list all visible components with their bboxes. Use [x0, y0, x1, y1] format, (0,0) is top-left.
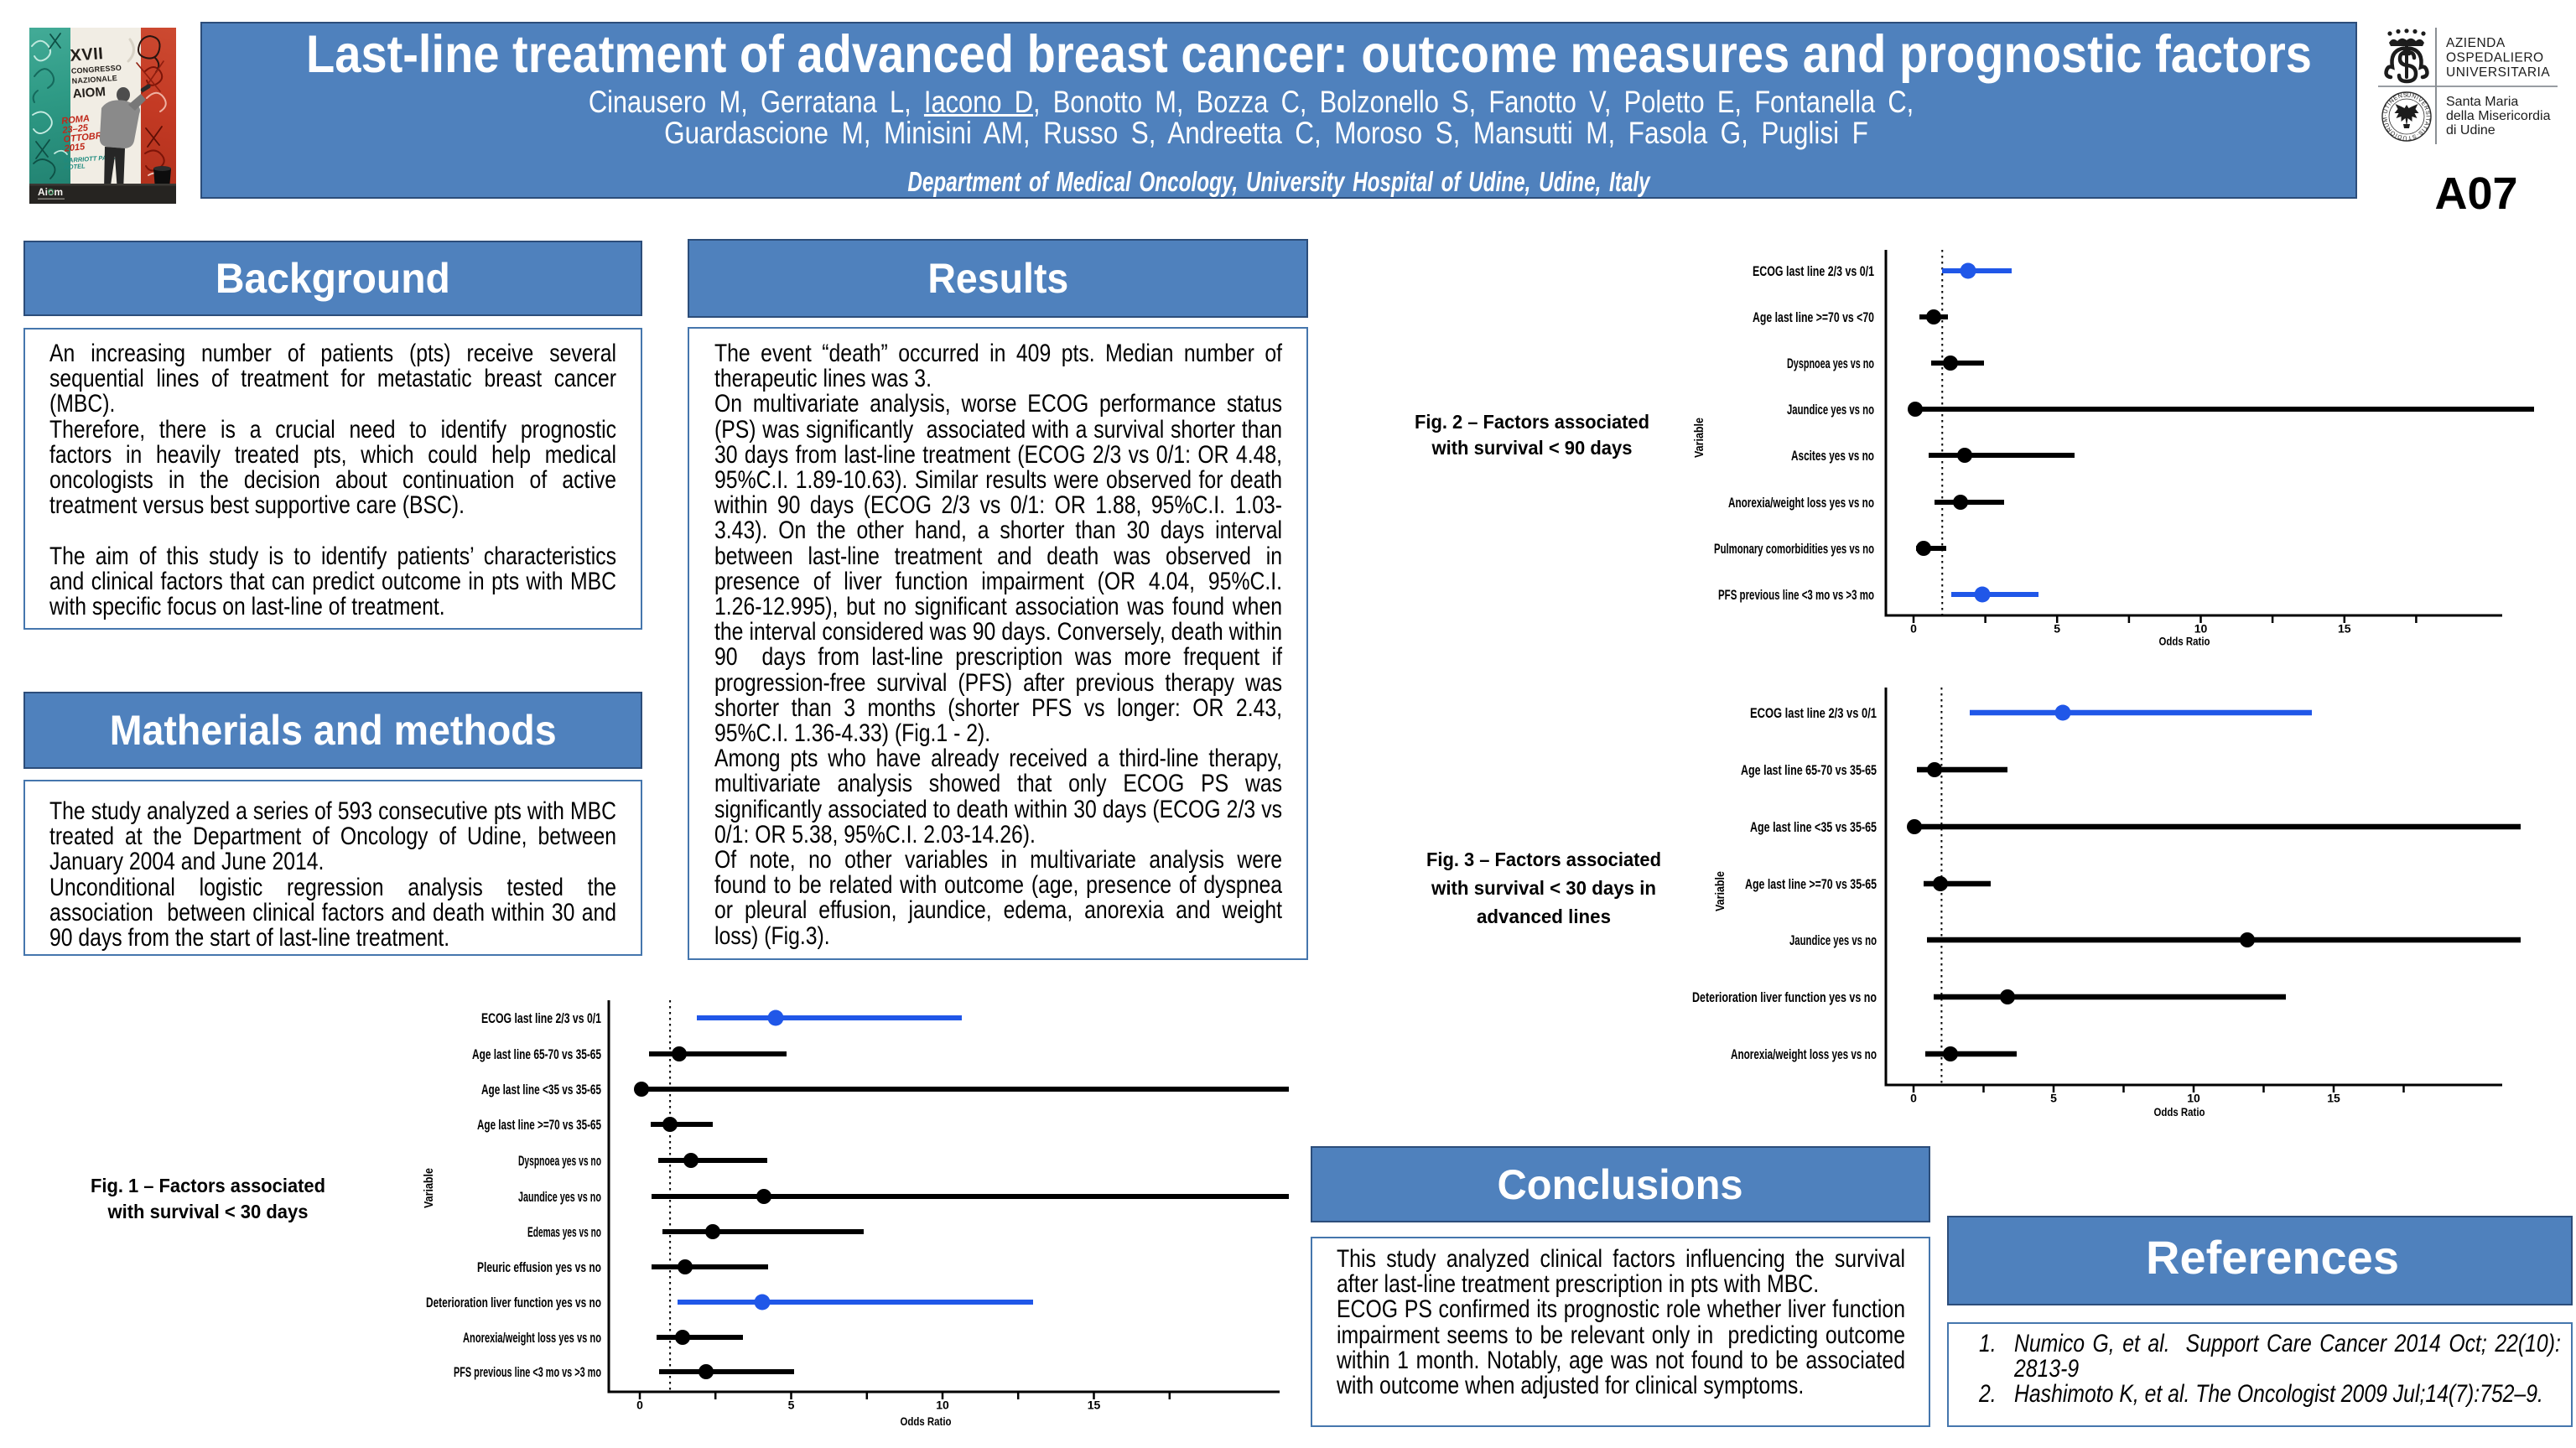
- svg-text:Jaundice yes vs no: Jaundice yes vs no: [1789, 933, 1877, 948]
- svg-text:with survival < 90 days: with survival < 90 days: [1431, 437, 1633, 459]
- svg-text:Fig. 2 – Factors associated: Fig. 2 – Factors associated: [1415, 411, 1649, 433]
- svg-text:Age last line <35 vs 35-65: Age last line <35 vs 35-65: [481, 1082, 601, 1098]
- svg-text:OSPEDALIERO: OSPEDALIERO: [2446, 51, 2544, 65]
- svg-text:Anorexia/weight loss yes vs no: Anorexia/weight loss yes vs no: [1731, 1047, 1877, 1062]
- svg-text:AZIENDA: AZIENDA: [2446, 36, 2506, 50]
- svg-text:della Misericordia: della Misericordia: [2446, 109, 2551, 123]
- svg-text:Fig. 1 – Factors associated: Fig. 1 – Factors associated: [91, 1175, 325, 1196]
- svg-text:0: 0: [636, 1399, 643, 1412]
- svg-text:ECOG last line 2/3 vs 0/1: ECOG last line 2/3 vs 0/1: [481, 1011, 601, 1026]
- svg-text:PFS previous line <3 mo vs >3: PFS previous line <3 mo vs >3 mo: [454, 1365, 601, 1380]
- svg-text:Odds Ratio: Odds Ratio: [2159, 636, 2210, 648]
- svg-text:Age last line >=70 vs <70: Age last line >=70 vs <70: [1753, 310, 1874, 325]
- svg-text:Variable: Variable: [422, 1168, 436, 1208]
- svg-text:15: 15: [2338, 622, 2351, 636]
- svg-text:5: 5: [788, 1399, 795, 1412]
- svg-text:Dyspnoea yes vs no: Dyspnoea yes vs no: [1787, 356, 1874, 371]
- svg-text:Deterioration liver function y: Deterioration liver function yes vs no: [1692, 990, 1877, 1005]
- svg-text:Variable: Variable: [1713, 871, 1727, 911]
- svg-text:Aiom: Aiom: [38, 186, 63, 198]
- svg-text:ECOG last line 2/3 vs 0/1: ECOG last line 2/3 vs 0/1: [1750, 706, 1877, 721]
- svg-text:Jaundice yes vs no: Jaundice yes vs no: [518, 1190, 601, 1205]
- svg-text:UNIVERSITARIA: UNIVERSITARIA: [2446, 65, 2550, 80]
- svg-text:10: 10: [2194, 622, 2208, 636]
- svg-text:A07: A07: [2434, 169, 2517, 219]
- svg-text:with survival < 30 days: with survival < 30 days: [107, 1201, 309, 1222]
- svg-text:Age last line 65-70 vs 35-65: Age last line 65-70 vs 35-65: [1741, 763, 1877, 778]
- svg-text:advanced lines: advanced lines: [1477, 906, 1611, 927]
- svg-text:Dyspnoea yes vs no: Dyspnoea yes vs no: [518, 1154, 601, 1169]
- svg-text:Age last line <35 vs 35-65: Age last line <35 vs 35-65: [1750, 820, 1877, 835]
- svg-text:Age last line >=70 vs 35-65: Age last line >=70 vs 35-65: [1745, 877, 1877, 892]
- svg-text:ECOG last line 2/3 vs 0/1: ECOG last line 2/3 vs 0/1: [1753, 264, 1874, 279]
- svg-text:Santa Maria: Santa Maria: [2446, 95, 2518, 109]
- svg-text:10: 10: [2187, 1092, 2200, 1105]
- svg-text:Odds Ratio: Odds Ratio: [901, 1415, 952, 1428]
- svg-text:10: 10: [936, 1399, 949, 1412]
- svg-text:Fig. 3 – Factors associated: Fig. 3 – Factors associated: [1426, 849, 1661, 870]
- svg-text:0: 0: [1910, 1092, 1917, 1105]
- svg-text:Pulmonary comorbidities yes vs: Pulmonary comorbidities yes vs no: [1714, 542, 1874, 557]
- svg-text:Age last line >=70 vs 35-65: Age last line >=70 vs 35-65: [477, 1118, 601, 1133]
- svg-text:5: 5: [2050, 1092, 2057, 1105]
- svg-text:15: 15: [2327, 1092, 2340, 1105]
- svg-text:Edemas yes vs no: Edemas yes vs no: [527, 1225, 601, 1240]
- svg-text:Anorexia/weight loss yes vs no: Anorexia/weight loss yes vs no: [1728, 496, 1874, 511]
- svg-text:5: 5: [2054, 622, 2060, 636]
- svg-text:Odds Ratio: Odds Ratio: [2154, 1106, 2205, 1118]
- svg-text:Anorexia/weight loss yes vs no: Anorexia/weight loss yes vs no: [463, 1331, 601, 1346]
- svg-text:Pleuric effusion yes vs no: Pleuric effusion yes vs no: [477, 1260, 601, 1275]
- svg-text:Jaundice yes vs no: Jaundice yes vs no: [1787, 402, 1874, 418]
- svg-text:Variable: Variable: [1692, 418, 1706, 458]
- svg-text:PFS previous line <3 mo vs >3: PFS previous line <3 mo vs >3 mo: [1718, 588, 1874, 603]
- svg-text:Ascites yes vs no: Ascites yes vs no: [1791, 449, 1874, 464]
- svg-text:15: 15: [1088, 1399, 1101, 1412]
- svg-text:Age last line 65-70 vs 35-65: Age last line 65-70 vs 35-65: [472, 1047, 601, 1062]
- svg-text:with survival < 30 days in: with survival < 30 days in: [1431, 877, 1656, 899]
- svg-text:di Udine: di Udine: [2446, 123, 2496, 138]
- svg-text:Deterioration liver function y: Deterioration liver function yes vs no: [426, 1295, 601, 1310]
- svg-text:0: 0: [1910, 622, 1917, 636]
